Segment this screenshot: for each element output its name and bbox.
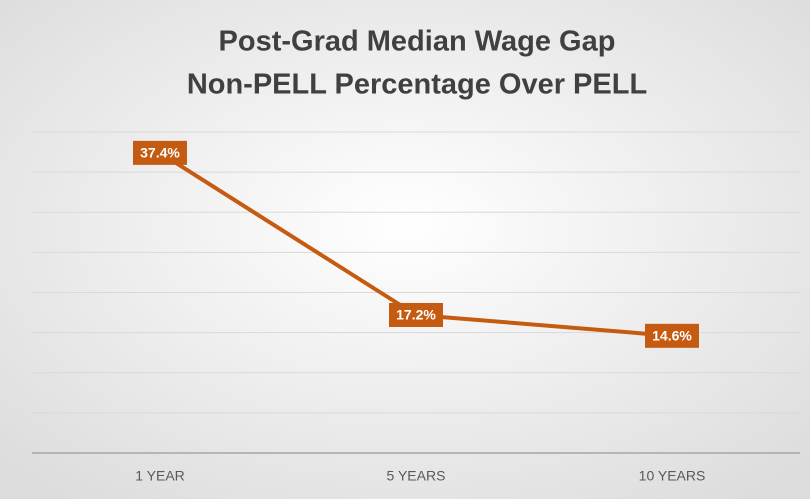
data-label: 17.2% xyxy=(396,307,436,323)
data-label-box xyxy=(645,323,699,348)
chart-title: Post-Grad Median Wage Gap xyxy=(219,26,616,58)
x-tick-label: 10 YEARS xyxy=(639,468,706,484)
data-label: 37.4% xyxy=(140,145,180,161)
data-label-box xyxy=(389,302,443,327)
x-tick-label: 5 YEARS xyxy=(387,468,446,484)
data-label-box xyxy=(133,140,187,165)
data-label: 14.6% xyxy=(652,328,692,344)
chart-subtitle: Non-PELL Percentage Over PELL xyxy=(187,69,647,101)
x-tick-label: 1 YEAR xyxy=(135,468,185,484)
